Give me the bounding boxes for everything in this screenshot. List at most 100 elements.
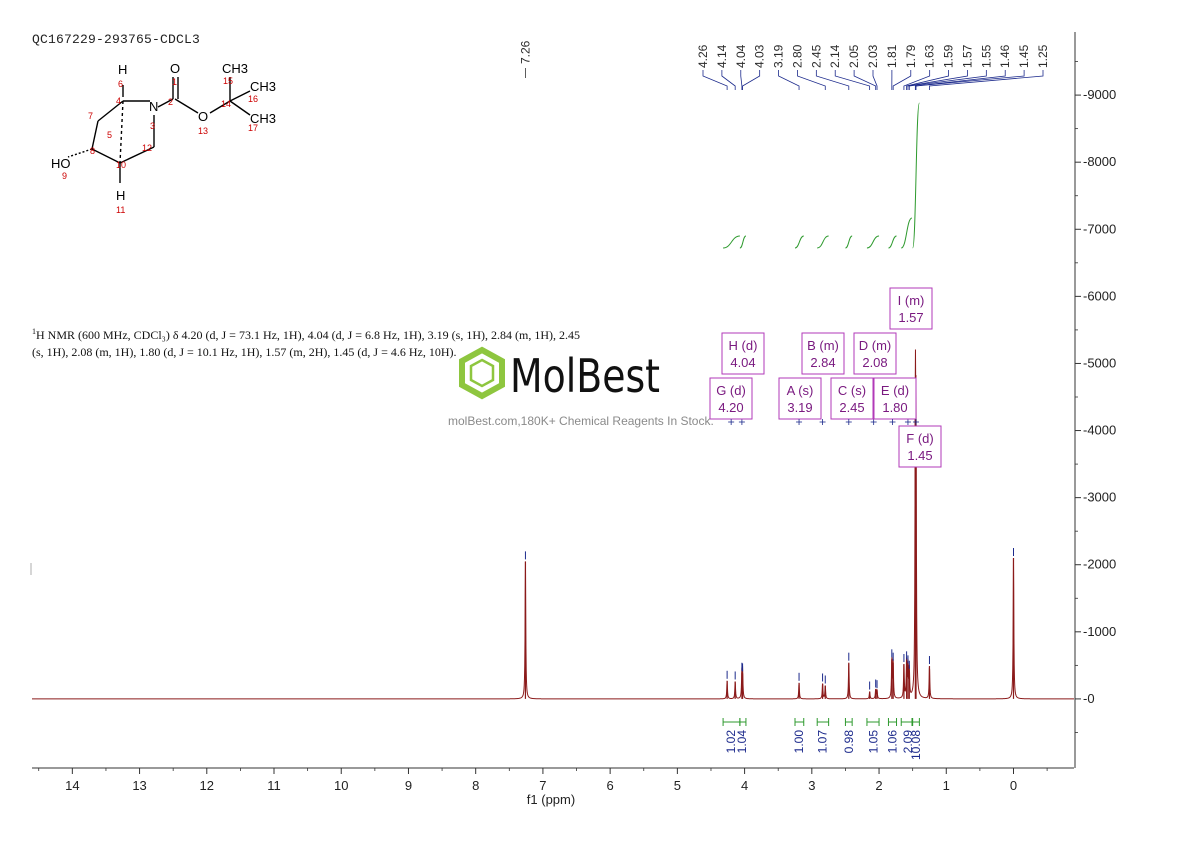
multiplet-box-G: G (d) 4.20 [709, 377, 753, 425]
integral-value-7: 2.09 [901, 730, 915, 754]
atom-ho: HO [51, 156, 71, 171]
multiplet-box-D: D (m) 2.08 [853, 332, 897, 425]
atom-n3: 3 [150, 121, 155, 131]
atom-h11: H [116, 188, 125, 203]
watermark-tagline: molBest.com,180K+ Chemical Reagents In S… [448, 414, 714, 428]
atom-n12: 12 [142, 143, 152, 153]
multiplet-ppm: 4.20 [718, 400, 743, 415]
multiplet-box-frame [873, 377, 917, 420]
peak-label-leader-16 [914, 70, 1006, 90]
sample-id: QC167229-293765-CDCL3 [32, 32, 201, 47]
integral-value-1: 1.04 [735, 730, 749, 754]
atom-n7: 7 [88, 111, 93, 121]
multiplet-box-frame [801, 332, 845, 375]
peak-label-leader-13 [906, 70, 949, 90]
multiplet-ppm: 2.08 [862, 355, 887, 370]
multiplet-ppm: 1.80 [882, 400, 907, 415]
multiplet-label: D (m) [859, 338, 892, 353]
peak-label-1.25: 1.25 [1036, 44, 1050, 68]
peak-label-leader-6 [815, 70, 850, 90]
x-tick-label-10: 10 [334, 778, 348, 793]
multiplet-box-B: B (m) 2.84 [801, 332, 845, 425]
peak-label-leader-3 [742, 70, 761, 90]
peak-label-leader-2 [740, 70, 743, 90]
x-tick-label-2: 2 [875, 778, 882, 793]
integral-curve-5 [866, 235, 880, 249]
integral-curves [723, 102, 920, 249]
peak-label-leader-1 [721, 70, 736, 90]
peak-labels: 7.26 4.26 4.14 4.04 4.03 3.19 2.80 2.45 2.14 2.05… [518, 40, 1050, 90]
integral-value-0: 1.02 [724, 730, 738, 754]
atom-n1: 1 [172, 77, 177, 87]
y-tick-label-6000: -6000 [1083, 288, 1116, 303]
multiplet-ppm: 1.57 [898, 310, 923, 325]
integral-curve-3 [817, 235, 829, 249]
peak-label-leader-7 [834, 70, 871, 90]
y-axis: -0 -1000 -2000 -3000 -4000 -5000 -6000 -7000 -80… [30, 32, 1116, 768]
y-tick-label-9000: -9000 [1083, 87, 1116, 102]
integral-curve-7 [900, 217, 913, 249]
x-tick-label-3: 3 [808, 778, 815, 793]
x-tick-label-6: 6 [607, 778, 614, 793]
multiplet-ppm: 1.45 [907, 448, 932, 463]
y-tick-label-8000: -8000 [1083, 154, 1116, 169]
atom-n: N [149, 99, 158, 114]
multiplet-boxes: I (m) 1.57 H (d) 4.04 B (m) 2.84 D (m) 2.08 G (d… [709, 287, 942, 468]
multiplet-label: I (m) [898, 293, 925, 308]
integral-curve-1 [739, 235, 747, 249]
peak-label-leader-12 [903, 70, 931, 90]
peak-label-leader-17 [915, 70, 1025, 90]
peak-label-leader-18 [929, 70, 1044, 90]
x-tick-label-11: 11 [267, 778, 281, 793]
multiplet-ppm: 4.04 [730, 355, 755, 370]
x-tick-label-7: 7 [539, 778, 546, 793]
atom-n2: 2 [168, 97, 173, 107]
multiplet-box-frame [709, 377, 753, 420]
multiplet-label: A (s) [787, 383, 814, 398]
x-tick-label-5: 5 [674, 778, 681, 793]
atom-o13: O [198, 109, 208, 124]
x-tick-label-14: 14 [65, 778, 79, 793]
peak-label-7.26: 7.26 [518, 40, 532, 64]
x-tick-label-13: 13 [132, 778, 146, 793]
multiplet-label: H (d) [729, 338, 758, 353]
integral-curve-2 [794, 235, 804, 249]
peak-label-4.03: 4.03 [753, 44, 767, 68]
multiplet-ppm: 2.84 [810, 355, 835, 370]
peak-label-leader-9 [872, 70, 878, 90]
x-tick-label-1: 1 [943, 778, 950, 793]
peak-label-3.19: 3.19 [772, 44, 786, 68]
peak-label-leader-15 [908, 70, 987, 90]
atom-n15: 15 [223, 76, 233, 86]
y-tick-label-1000: -1000 [1083, 624, 1116, 639]
multiplet-label: E (d) [881, 383, 909, 398]
multiplet-label: F (d) [906, 431, 933, 446]
nucleus-superscript: 1 [32, 327, 36, 336]
multiplet-label: B (m) [807, 338, 839, 353]
multiplet-box-frame [721, 332, 765, 375]
multiplet-box-frame [830, 377, 874, 420]
integral-value-4: 0.98 [842, 730, 856, 754]
peak-label-1.55: 1.55 [979, 44, 993, 68]
spectrum-line [32, 349, 1074, 700]
molecule-structure: H 6 O 1 2 N 3 O 13 4 5 7 8 10 12 HO 9 H … [51, 61, 276, 215]
peak-label-1.81: 1.81 [885, 44, 899, 68]
atom-n17: 17 [248, 123, 258, 133]
x-tick-label-9: 9 [405, 778, 412, 793]
multiplet-box-C: C (s) 2.45 [830, 377, 874, 425]
peak-label-4.14: 4.14 [715, 44, 729, 68]
atom-n8: 8 [90, 146, 95, 156]
x-tick-label-4: 4 [741, 778, 748, 793]
peak-label-1.79: 1.79 [904, 44, 918, 68]
peak-label-1.57: 1.57 [960, 44, 974, 68]
atom-n5: 5 [107, 130, 112, 140]
peak-label-2.45: 2.45 [809, 44, 823, 68]
atom-n6: 6 [118, 79, 123, 89]
peak-label-leader-4 [778, 70, 800, 90]
x-axis: 14 13 12 11 10 9 8 7 6 5 4 3 2 1 0 [32, 767, 1074, 793]
peak-label-leader-8 [853, 70, 877, 90]
hexagon-logo-icon [459, 346, 505, 400]
multiplet-box-frame [853, 332, 897, 375]
